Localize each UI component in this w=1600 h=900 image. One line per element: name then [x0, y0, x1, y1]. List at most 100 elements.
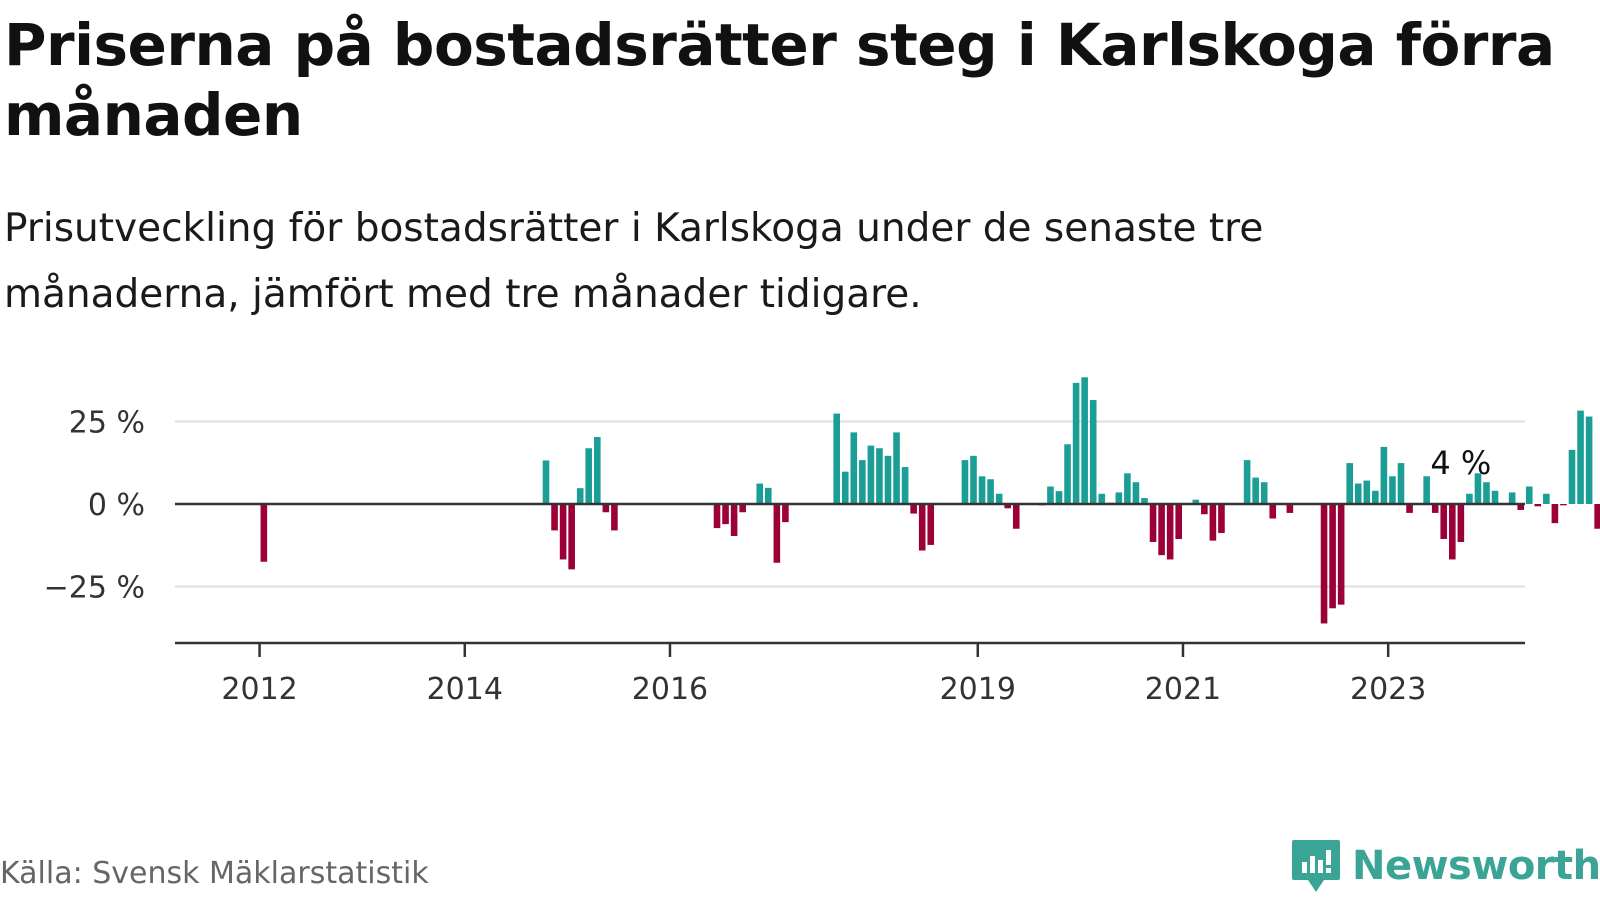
- bar-2020-09: [1149, 504, 1157, 542]
- bar-2014-11: [551, 504, 558, 531]
- bar-2015-01: [568, 504, 575, 570]
- x-tick-label: 2014: [427, 672, 503, 707]
- bar-2023-01: [1389, 476, 1396, 504]
- bar-2023-03: [1406, 504, 1413, 513]
- bar-2021-05: [1218, 504, 1225, 534]
- bar-chart: 25 % 0 % −25 % 2012 2014 2016 2019 2021 2023 4 …: [44, 377, 1600, 707]
- bar-2016-11: [756, 483, 764, 504]
- bar-2022-09: [1354, 483, 1362, 504]
- bar-undefined: [1543, 493, 1550, 504]
- bar-2017-09: [841, 471, 849, 504]
- bar-2021-11: [1269, 504, 1277, 519]
- bar-2021-08: [1243, 460, 1251, 504]
- brand-name: Newsworthy: [1352, 843, 1600, 889]
- source-note: Källa: Svensk Mäklarstatistik: [0, 856, 429, 891]
- bar-2019-03: [995, 493, 1003, 504]
- bar-2017-01: [773, 504, 781, 563]
- bar-2017-11: [859, 460, 866, 504]
- bar-2018-12: [970, 455, 977, 504]
- bar-2016-12: [765, 487, 772, 504]
- bar-2022-08: [1346, 463, 1353, 504]
- bar-2015-02: [576, 488, 584, 504]
- bar-2022-10: [1363, 480, 1371, 504]
- bar-2020-08: [1141, 498, 1148, 504]
- bar-2019-04: [1004, 504, 1011, 509]
- bar-undefined: [1551, 504, 1559, 524]
- chart-subtitle: Prisutveckling för bostadsrätter i Karls…: [4, 206, 1264, 317]
- bar-2021-03: [1201, 504, 1208, 515]
- bar-undefined: [1577, 410, 1584, 504]
- bar-undefined: [1585, 416, 1593, 504]
- bar-2014-10: [542, 460, 550, 504]
- bar-2023-10: [1466, 493, 1473, 504]
- x-tick-label: 2016: [632, 672, 708, 707]
- x-tick-label: 2023: [1350, 672, 1426, 707]
- brand-logo: Newsworthy: [1290, 836, 1600, 896]
- bar-undefined: [1483, 482, 1490, 504]
- bar-2021-04: [1209, 504, 1217, 541]
- bar-2020-02: [1089, 400, 1097, 504]
- bar-undefined: [1534, 504, 1542, 507]
- bar-2018-06: [918, 504, 926, 551]
- bar-undefined: [1508, 492, 1516, 504]
- x-tick-label: 2019: [940, 672, 1016, 707]
- bar-2018-03: [893, 432, 900, 504]
- bar-2014-12: [559, 504, 567, 560]
- bar-2022-06: [1329, 504, 1336, 609]
- bar-2018-02: [884, 455, 892, 504]
- gridlines: [175, 420, 1525, 588]
- bar-2023-07: [1440, 504, 1448, 539]
- bar-2019-09: [1047, 486, 1054, 504]
- bar-2015-03: [585, 448, 593, 504]
- bar-undefined: [1474, 473, 1482, 504]
- bar-2020-03: [1098, 493, 1106, 504]
- bar-2019-05: [1012, 504, 1020, 529]
- y-axis-tick-labels: 25 % 0 % −25 %: [44, 406, 145, 606]
- bar-2023-02: [1397, 463, 1405, 504]
- bar-undefined: [1517, 504, 1524, 510]
- bar-2016-08: [730, 504, 738, 537]
- bar-2022-12: [1380, 446, 1388, 504]
- bar-2020-12: [1175, 504, 1182, 539]
- bar-2012-01: [260, 504, 268, 562]
- bar-2018-05: [910, 504, 917, 514]
- bar-2020-11: [1166, 504, 1174, 560]
- bar-2020-10: [1158, 504, 1165, 556]
- y-tick-label: −25 %: [44, 571, 145, 606]
- bar-2023-08: [1449, 504, 1456, 560]
- bar-2017-12: [867, 445, 875, 504]
- bar-undefined: [1525, 486, 1533, 504]
- bar-2019-01: [978, 476, 986, 504]
- bar-2017-08: [833, 413, 840, 504]
- bar-2023-06: [1431, 504, 1439, 513]
- last-value-label: 4 %: [1430, 444, 1491, 482]
- bar-2020-07: [1132, 482, 1140, 504]
- bar-2021-09: [1252, 477, 1259, 504]
- bar-2023-09: [1457, 504, 1465, 542]
- bar-2015-05: [602, 504, 610, 513]
- bar-2021-10: [1260, 482, 1268, 504]
- x-tick-label: 2012: [221, 672, 297, 707]
- bar-undefined: [1568, 449, 1576, 504]
- bar-2016-09: [739, 504, 746, 513]
- bar-2018-11: [961, 460, 969, 504]
- bar-2015-04: [594, 437, 601, 504]
- bar-2018-01: [876, 448, 883, 504]
- bar-2022-01: [1286, 504, 1294, 513]
- bar-undefined: [1594, 504, 1600, 529]
- bar-2019-12: [1072, 382, 1080, 504]
- bar-2019-10: [1055, 491, 1063, 504]
- bar-2023-05: [1423, 476, 1430, 504]
- x-tick-label: 2021: [1145, 672, 1221, 707]
- chart-title: Priserna på bostadsrätter steg i Karlsko…: [4, 11, 1555, 149]
- y-tick-label: 0 %: [88, 488, 145, 523]
- bar-2022-07: [1337, 504, 1345, 605]
- bar-2017-02: [782, 504, 789, 523]
- y-tick-label: 25 %: [69, 406, 145, 441]
- bar-2021-02: [1192, 499, 1200, 504]
- bar-2017-10: [850, 432, 858, 504]
- bar-undefined: [1560, 504, 1567, 506]
- bar-2016-06: [713, 504, 721, 529]
- bar-2018-07: [927, 504, 935, 545]
- bar-2019-02: [987, 479, 994, 504]
